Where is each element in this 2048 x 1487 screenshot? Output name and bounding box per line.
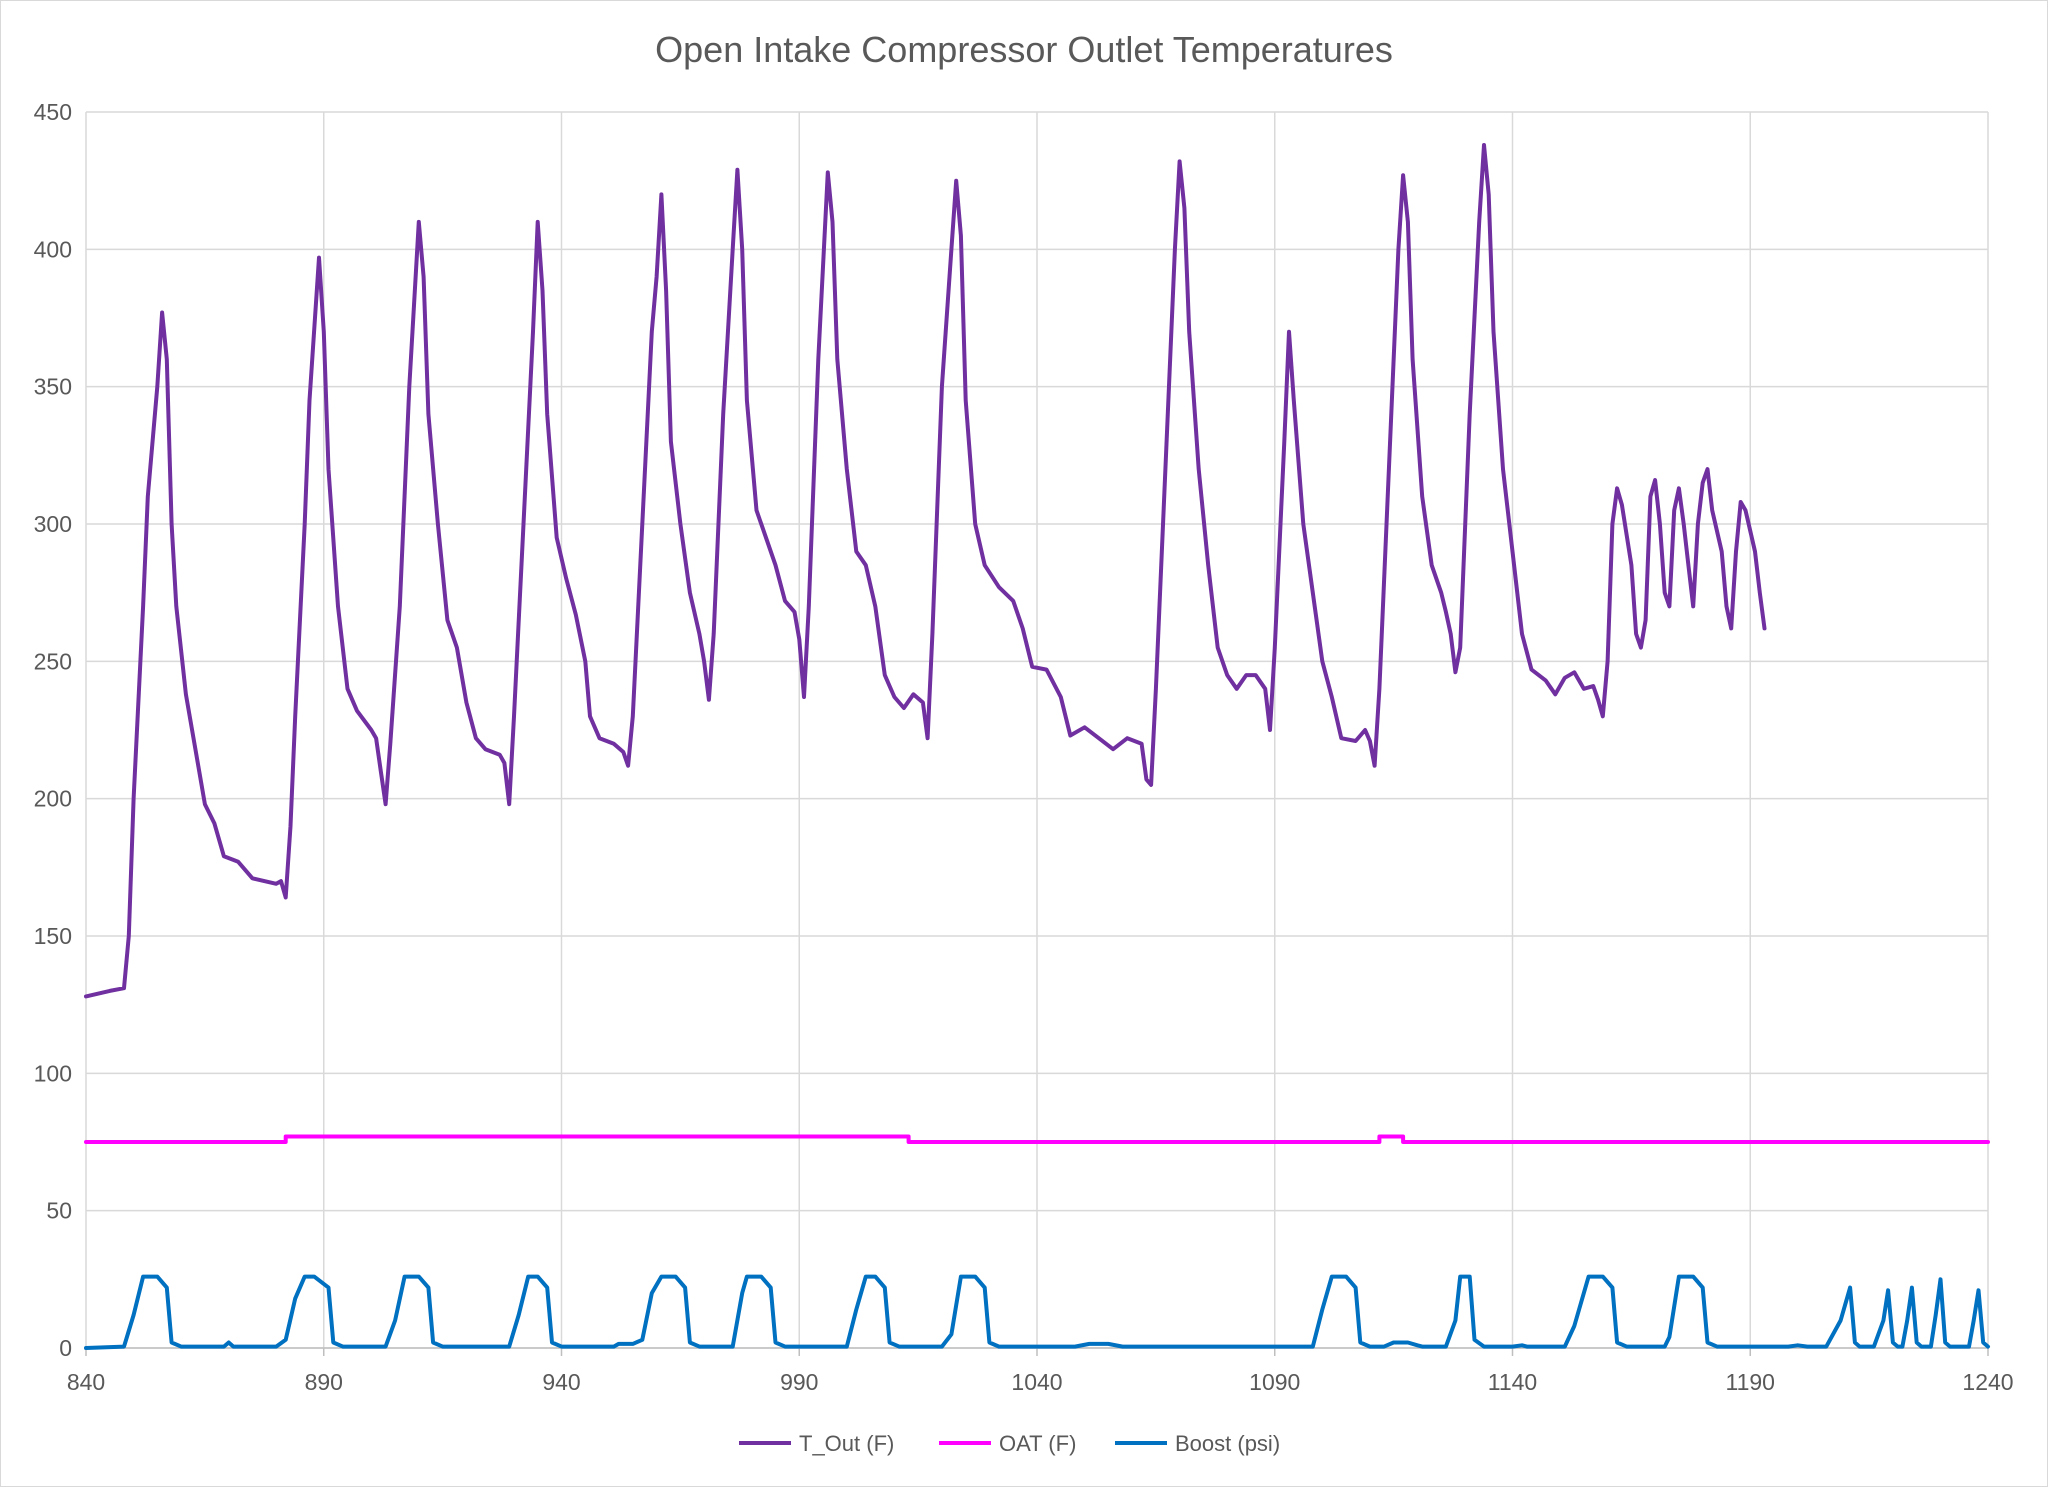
legend-label-1: OAT (F) [999,1431,1076,1456]
x-tick-label: 1190 [1726,1369,1775,1395]
x-tick-label: 940 [542,1369,580,1395]
x-tick-label: 840 [67,1369,105,1395]
x-tick-label: 1090 [1249,1369,1300,1395]
y-tick-label: 50 [46,1198,72,1224]
series-lines [84,143,1990,1350]
y-tick-label: 300 [34,511,72,537]
y-tick-label: 250 [34,648,72,674]
series-line-0 [84,143,1767,999]
legend-label-0: T_Out (F) [799,1431,894,1456]
y-tick-label: 350 [34,374,72,400]
y-tick-label: 400 [34,236,72,262]
series-line-1 [84,1134,1990,1144]
x-tick-label: 990 [780,1369,818,1395]
legend: T_Out (F) OAT (F) Boost (psi) [739,1431,1280,1456]
y-tick-label: 150 [34,923,72,949]
y-tick-label: 200 [34,786,72,812]
y-tick-label: 0 [59,1335,72,1361]
x-tick-label: 1240 [1962,1369,2013,1395]
x-tick-label: 890 [305,1369,343,1395]
series-line-2 [84,1274,1990,1350]
y-tick-label: 450 [34,99,72,125]
x-tick-label: 1040 [1011,1369,1062,1395]
x-tick-label: 1140 [1488,1369,1537,1395]
legend-label-2: Boost (psi) [1175,1431,1280,1456]
chart-title: Open Intake Compressor Outlet Temperatur… [655,29,1393,70]
y-tick-label: 100 [34,1060,72,1086]
